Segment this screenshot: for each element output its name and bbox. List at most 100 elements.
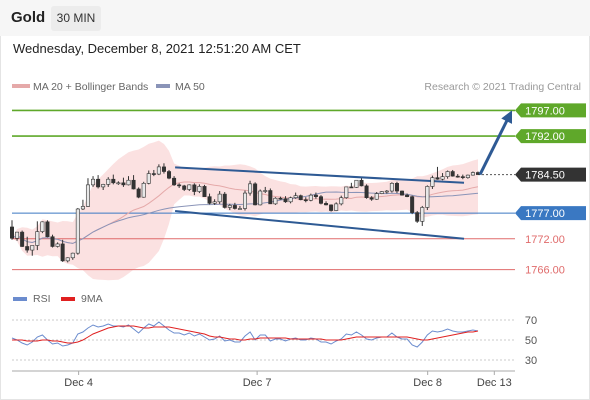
candle: [430, 175, 435, 189]
candle-body: [455, 175, 460, 178]
candle: [465, 174, 470, 179]
level-value-text: 1792.00: [525, 131, 565, 143]
candle: [161, 163, 166, 174]
rsi-ma-legend-label: 9MA: [81, 293, 103, 305]
candlesticks: [10, 163, 480, 263]
candle-body: [202, 186, 207, 197]
candle: [349, 182, 354, 189]
candle-body: [303, 199, 308, 202]
candle: [197, 184, 202, 194]
candle-body: [354, 179, 359, 188]
candle-body: [405, 194, 410, 197]
rsi-swatch: [13, 297, 27, 301]
header-bar: Gold 30 MIN: [0, 0, 590, 36]
candle: [329, 204, 334, 212]
candle: [410, 195, 415, 215]
candle-body: [156, 166, 161, 175]
candle-body: [465, 174, 470, 178]
resistance-label: 1797.00: [515, 103, 586, 118]
candle-body: [45, 221, 50, 238]
candle: [156, 164, 161, 176]
rsi-tick-label: 70: [525, 315, 537, 327]
candle-body: [35, 231, 40, 246]
candle: [248, 180, 253, 196]
candle-body: [25, 246, 30, 251]
candle-body: [379, 191, 384, 194]
candle-body: [177, 184, 182, 187]
candle: [445, 170, 450, 179]
candle-body: [30, 245, 35, 251]
candle-body: [268, 190, 273, 205]
candle: [339, 195, 344, 206]
candle-body: [80, 206, 85, 210]
candle-body: [136, 188, 141, 198]
candle-body: [258, 190, 263, 206]
rsi-line: [11, 321, 479, 348]
candle: [141, 181, 146, 198]
candle-body: [440, 176, 445, 180]
candle: [460, 174, 465, 180]
candle-body: [369, 197, 374, 200]
rsi-legend-label: RSI: [33, 293, 51, 305]
x-tick-label: Dec 8: [413, 377, 442, 389]
candle-body: [141, 183, 146, 198]
candle: [400, 190, 405, 196]
support-label: 1766.00: [525, 265, 565, 277]
forecast-arrow-head: [501, 110, 513, 124]
support-label: 1772.00: [525, 234, 565, 246]
resistance-label-tag: [515, 103, 586, 118]
candle-body: [121, 182, 126, 186]
candle: [334, 202, 339, 212]
candle-body: [324, 203, 329, 206]
candle-body: [298, 195, 303, 201]
rsi-panel: 70 50 30: [11, 315, 537, 367]
candle: [435, 166, 440, 180]
credit-text: Research © 2021 Trading Central: [424, 81, 581, 93]
candle-body: [334, 203, 339, 211]
candle: [222, 192, 227, 209]
candle: [50, 234, 55, 248]
candle: [30, 245, 35, 256]
level-value-text: 1777.00: [525, 208, 565, 220]
candle-body: [187, 184, 192, 190]
candle-body: [308, 194, 313, 201]
candle: [273, 197, 278, 205]
candle-body: [75, 208, 80, 254]
candle-body: [131, 179, 136, 190]
candle-body: [273, 197, 278, 205]
candle-body: [243, 192, 248, 209]
candle-body: [146, 173, 151, 184]
candle-body: [435, 177, 440, 180]
level-value-text: 1772.00: [525, 234, 565, 246]
forecast-arrow: [478, 110, 513, 176]
candle: [177, 183, 182, 188]
candle: [455, 174, 460, 178]
candle: [15, 231, 20, 241]
pivot-label-tag: [515, 206, 586, 221]
candle: [10, 220, 15, 240]
candle: [136, 187, 141, 199]
candle-body: [344, 186, 349, 199]
candle-body: [106, 178, 111, 185]
candle-body: [430, 177, 435, 187]
candle-body: [237, 208, 242, 210]
candle: [20, 230, 25, 247]
candle-body: [126, 179, 131, 186]
x-tick-label: Dec 7: [243, 377, 272, 389]
candle: [60, 239, 65, 262]
candle: [359, 178, 364, 187]
candle: [212, 199, 217, 205]
rsi-tick-label: 30: [525, 355, 537, 367]
candle: [303, 197, 308, 203]
candle: [318, 195, 323, 205]
timestamp: Wednesday, December 8, 2021 12:51:20 AM …: [13, 41, 301, 56]
timeframe-button[interactable]: 30 MIN: [51, 6, 101, 31]
candle: [172, 176, 177, 186]
candle-body: [374, 193, 379, 200]
candle: [65, 257, 70, 263]
candle-body: [339, 197, 344, 205]
candle-body: [217, 193, 222, 203]
candle-body: [318, 196, 323, 204]
candle-body: [288, 197, 293, 203]
